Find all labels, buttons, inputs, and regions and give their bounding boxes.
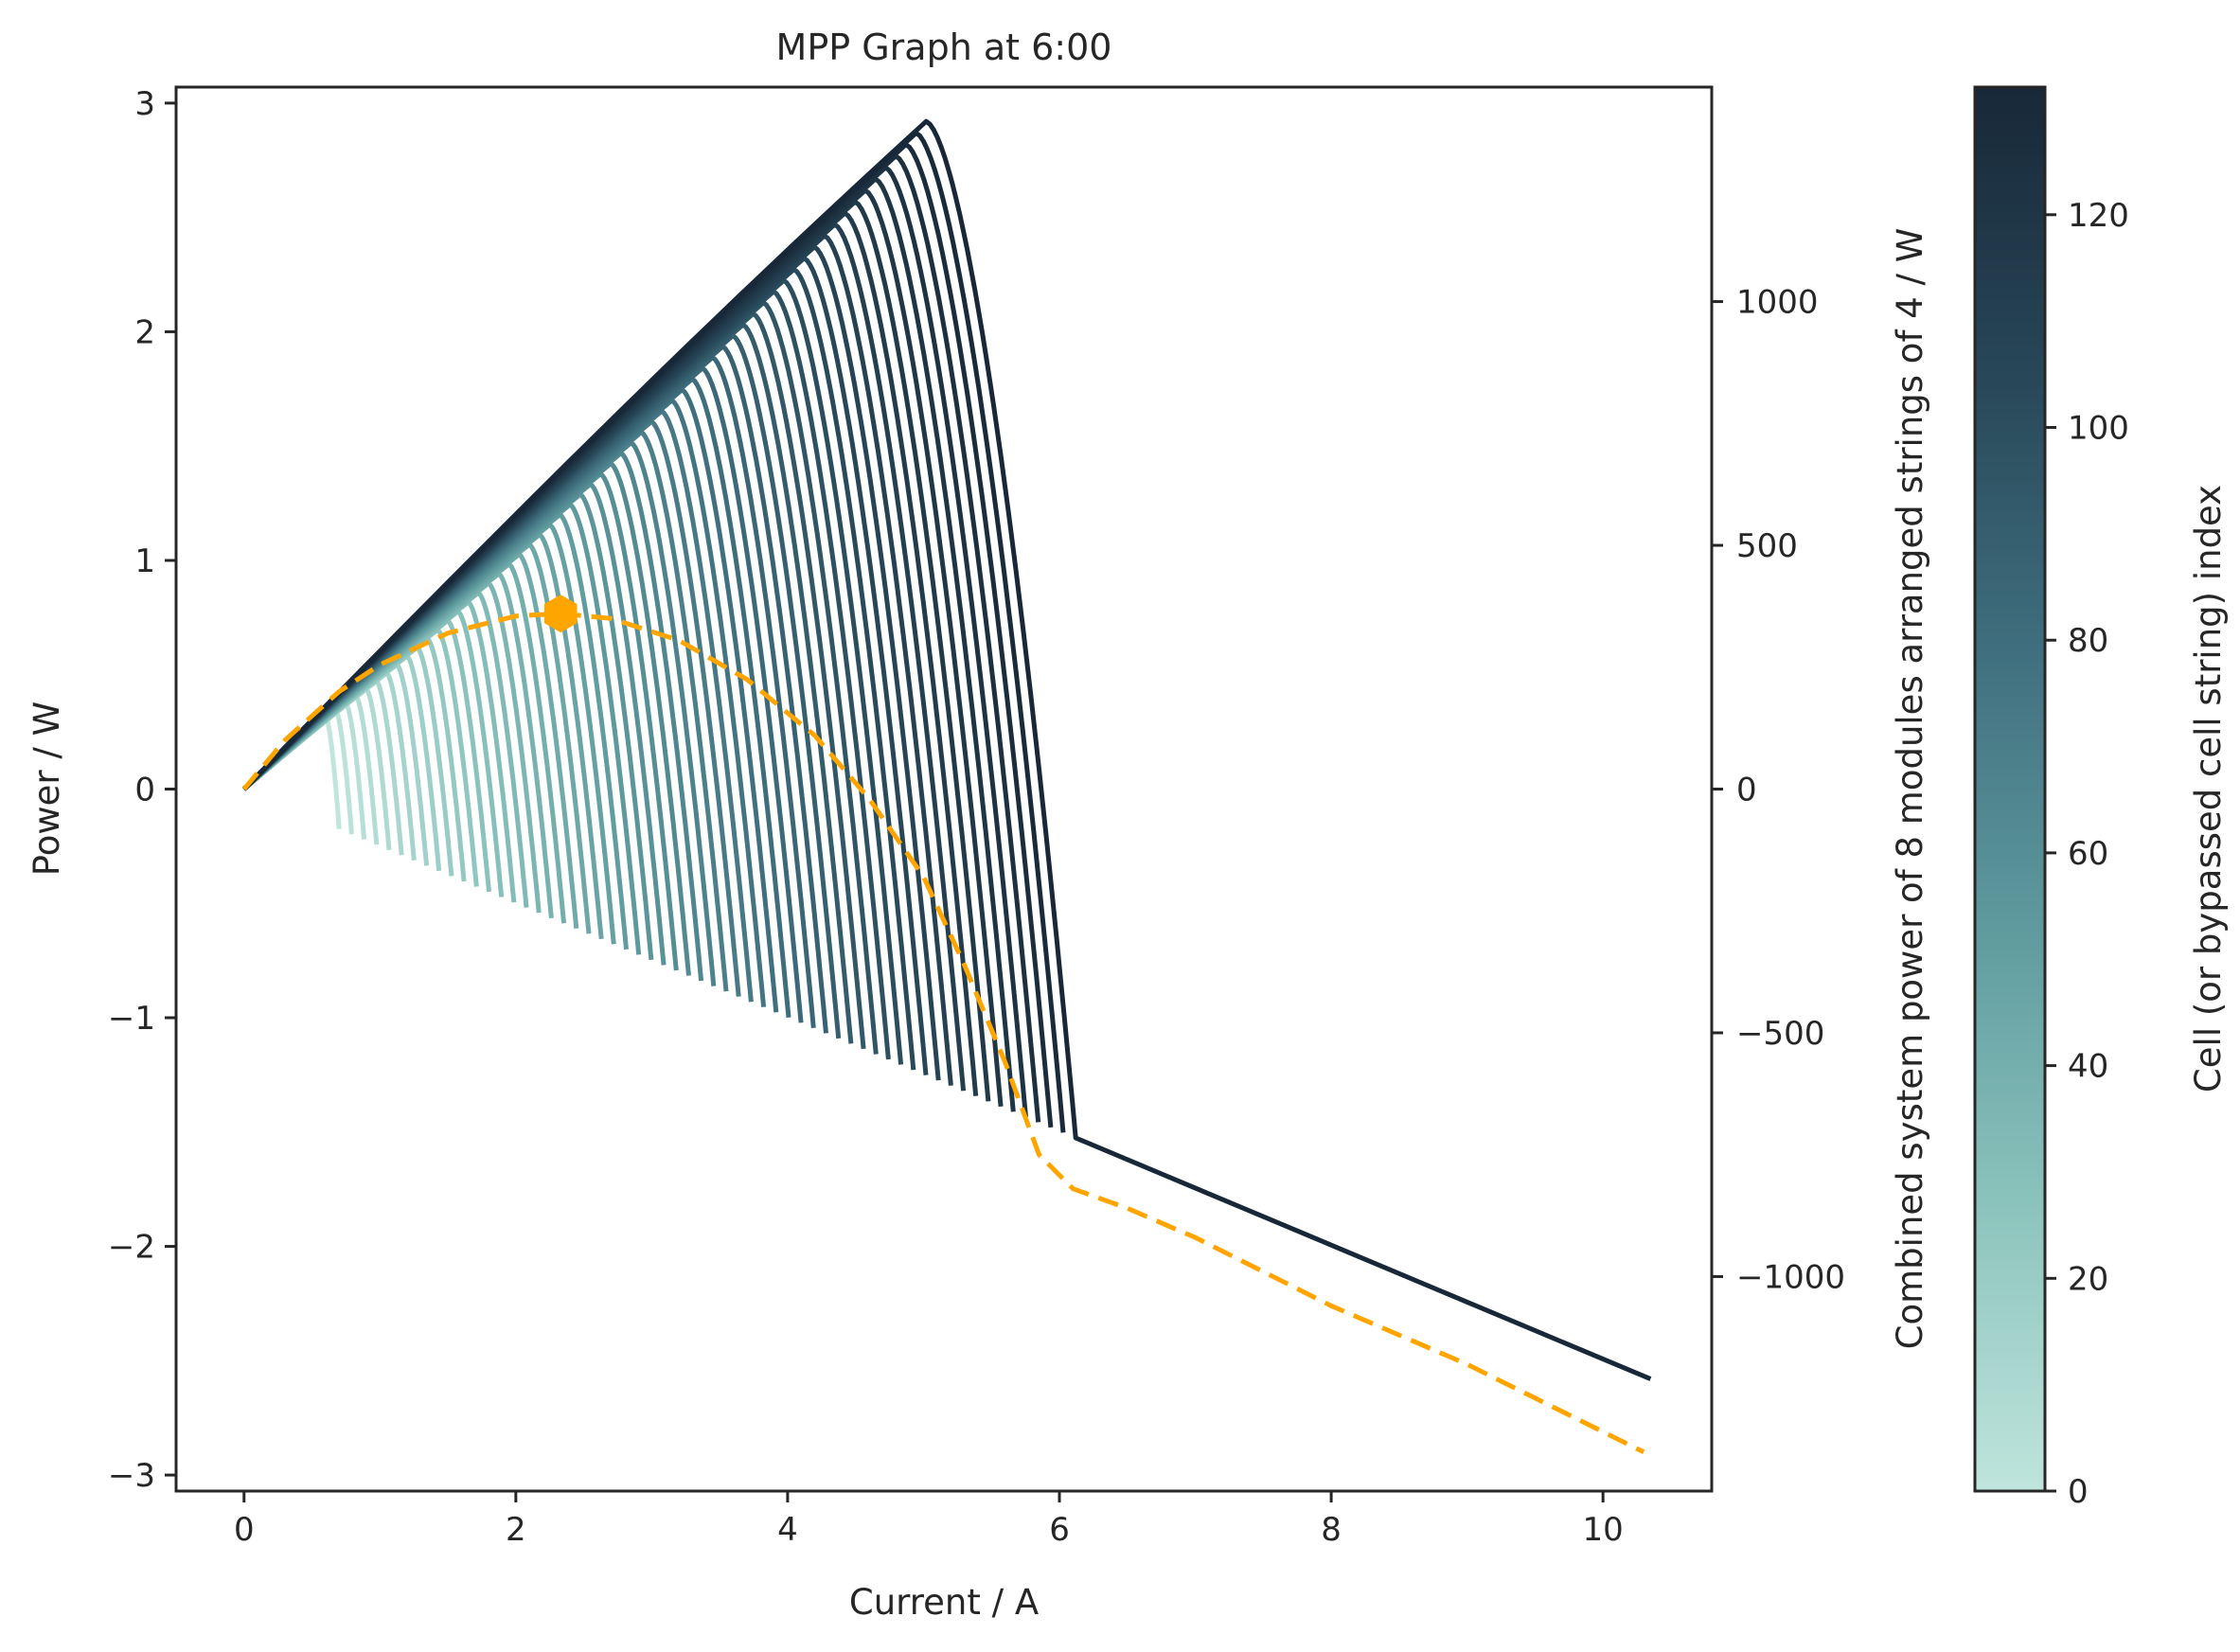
y-tick-label: 3 xyxy=(134,85,155,123)
colorbar-ticks: 0 20 40 60 80 100 120 xyxy=(2045,197,2129,1511)
cell-curve xyxy=(242,165,1028,1118)
x-tick-label: 6 xyxy=(1049,1511,1070,1549)
colorbar-tick-label: 100 xyxy=(2068,410,2129,448)
x-tick-label: 2 xyxy=(506,1511,526,1549)
x-axis-ticks: 0 2 4 6 8 10 xyxy=(234,1491,1624,1549)
y-tick-label: −2 xyxy=(108,1229,155,1267)
cell-curve xyxy=(242,187,1004,1108)
mpp-point xyxy=(543,595,578,633)
cell-curve xyxy=(242,153,1041,1123)
y2-tick-label: 1000 xyxy=(1736,284,1819,322)
x-axis-label: Current / A xyxy=(849,1582,1039,1623)
system-power-series xyxy=(241,611,1645,1455)
system-power-line xyxy=(241,611,1645,1455)
chart-title: MPP Graph at 6:00 xyxy=(776,27,1112,68)
y-axis-label: Power / W xyxy=(27,702,67,876)
mpp-marker xyxy=(543,595,578,633)
y2-tick-label: −1000 xyxy=(1736,1258,1845,1296)
y-axis-ticks: −3 −2 −1 0 1 2 3 xyxy=(108,85,176,1495)
cell-curve xyxy=(242,118,1652,1381)
y-tick-label: −1 xyxy=(108,1000,155,1038)
colorbar-tick-label: 80 xyxy=(2068,622,2108,660)
colorbar-tick-label: 60 xyxy=(2068,835,2108,873)
y-tick-label: 0 xyxy=(134,772,155,809)
x-tick-label: 4 xyxy=(777,1511,798,1549)
colorbar-tick-label: 120 xyxy=(2068,197,2129,235)
y-tick-label: −3 xyxy=(108,1457,155,1495)
colorbar xyxy=(1973,85,2047,1493)
y2-tick-label: 0 xyxy=(1736,772,1757,809)
y2-axis-ticks: −1000 −500 0 500 1000 xyxy=(1712,284,1845,1296)
x-tick-label: 10 xyxy=(1583,1511,1624,1549)
y-tick-label: 1 xyxy=(134,542,155,580)
colorbar-tick-label: 20 xyxy=(2068,1260,2108,1298)
x-tick-label: 0 xyxy=(234,1511,255,1549)
y2-axis-label: Combined system power of 8 modules arran… xyxy=(1890,228,1930,1350)
colorbar-tick-label: 0 xyxy=(2068,1473,2089,1511)
y2-tick-label: 500 xyxy=(1736,527,1798,565)
cell-curve xyxy=(242,333,842,1039)
colorbar-label: Cell (or bypassed cell string) index xyxy=(2188,485,2229,1092)
y-tick-label: 2 xyxy=(134,313,155,351)
x-tick-label: 8 xyxy=(1321,1511,1342,1549)
colorbar-tick-label: 40 xyxy=(2068,1048,2108,1086)
cell-curves xyxy=(242,118,1652,1381)
y2-tick-label: −500 xyxy=(1736,1015,1824,1053)
